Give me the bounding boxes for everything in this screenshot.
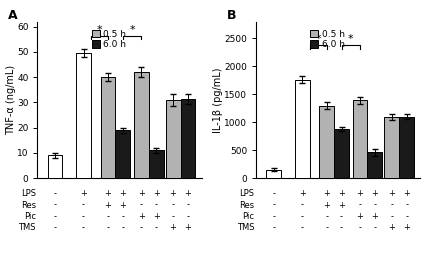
Text: -: - [405, 212, 408, 221]
Text: -: - [272, 223, 275, 232]
Text: +: + [403, 189, 410, 198]
Text: -: - [272, 189, 275, 198]
Text: +: + [170, 189, 176, 198]
Text: -: - [155, 201, 158, 210]
Bar [353, 101, 368, 178]
Text: +: + [389, 189, 395, 198]
Bar [181, 99, 196, 178]
Text: +: + [80, 189, 87, 198]
Text: -: - [301, 223, 304, 232]
Text: LPS: LPS [21, 189, 36, 198]
Text: -: - [82, 201, 85, 210]
Text: -: - [53, 189, 57, 198]
Bar [399, 117, 414, 178]
Text: TMS: TMS [237, 223, 255, 232]
Text: -: - [405, 201, 408, 210]
Bar [76, 53, 91, 178]
Text: -: - [187, 212, 190, 221]
Text: -: - [53, 223, 57, 232]
Text: +: + [338, 201, 345, 210]
Text: -: - [155, 223, 158, 232]
Text: +: + [371, 189, 378, 198]
Text: +: + [338, 189, 345, 198]
Bar [101, 77, 115, 178]
Text: -: - [272, 201, 275, 210]
Text: -: - [272, 212, 275, 221]
Text: +: + [119, 189, 126, 198]
Text: -: - [53, 201, 57, 210]
Text: -: - [140, 201, 143, 210]
Text: -: - [172, 201, 175, 210]
Y-axis label: TNF-α (ng/mL): TNF-α (ng/mL) [6, 65, 16, 135]
Text: +: + [323, 201, 330, 210]
Text: -: - [121, 212, 124, 221]
Bar [48, 155, 62, 178]
Text: Pic: Pic [24, 212, 36, 221]
Text: +: + [138, 212, 145, 221]
Text: *: * [97, 25, 102, 35]
Text: -: - [340, 212, 343, 221]
Text: -: - [373, 223, 377, 232]
Text: Pic: Pic [242, 212, 255, 221]
Text: +: + [104, 189, 111, 198]
Text: +: + [389, 223, 395, 232]
Text: *: * [129, 25, 135, 35]
Text: -: - [359, 201, 362, 210]
Text: -: - [121, 223, 124, 232]
Text: -: - [140, 223, 143, 232]
Bar [134, 72, 149, 178]
Text: +: + [119, 201, 126, 210]
Text: +: + [357, 189, 363, 198]
Text: TMS: TMS [18, 223, 36, 232]
Text: -: - [301, 201, 304, 210]
Text: -: - [390, 201, 393, 210]
Text: -: - [325, 223, 328, 232]
Text: +: + [153, 189, 160, 198]
Legend: 0.5 h, 6.0 h: 0.5 h, 6.0 h [307, 26, 348, 53]
Text: -: - [325, 212, 328, 221]
Bar [166, 100, 181, 178]
Bar [115, 130, 130, 178]
Text: Res: Res [21, 201, 36, 210]
Text: -: - [390, 212, 393, 221]
Text: -: - [359, 223, 362, 232]
Text: +: + [153, 212, 160, 221]
Text: -: - [172, 212, 175, 221]
Text: +: + [371, 212, 378, 221]
Text: -: - [106, 223, 109, 232]
Y-axis label: IL-1β (pg/mL): IL-1β (pg/mL) [213, 67, 223, 133]
Bar [384, 117, 399, 178]
Text: -: - [82, 223, 85, 232]
Text: -: - [373, 201, 377, 210]
Text: *: * [348, 34, 354, 44]
Text: -: - [301, 212, 304, 221]
Text: B: B [227, 9, 236, 22]
Text: +: + [184, 189, 191, 198]
Text: +: + [138, 189, 145, 198]
Text: -: - [340, 223, 343, 232]
Bar [368, 152, 382, 178]
Bar [149, 150, 164, 178]
Text: +: + [357, 212, 363, 221]
Bar [319, 106, 334, 178]
Text: +: + [104, 201, 111, 210]
Bar [295, 80, 310, 178]
Text: A: A [8, 9, 17, 22]
Text: -: - [187, 201, 190, 210]
Text: +: + [170, 223, 176, 232]
Text: LPS: LPS [239, 189, 255, 198]
Text: +: + [403, 223, 410, 232]
Text: +: + [299, 189, 306, 198]
Text: Res: Res [239, 201, 255, 210]
Text: *: * [315, 34, 321, 44]
Text: -: - [82, 212, 85, 221]
Bar [334, 129, 349, 178]
Bar [266, 170, 281, 178]
Legend: 0.5 h, 6.0 h: 0.5 h, 6.0 h [88, 26, 130, 53]
Text: -: - [53, 212, 57, 221]
Text: +: + [184, 223, 191, 232]
Text: +: + [323, 189, 330, 198]
Text: -: - [106, 212, 109, 221]
